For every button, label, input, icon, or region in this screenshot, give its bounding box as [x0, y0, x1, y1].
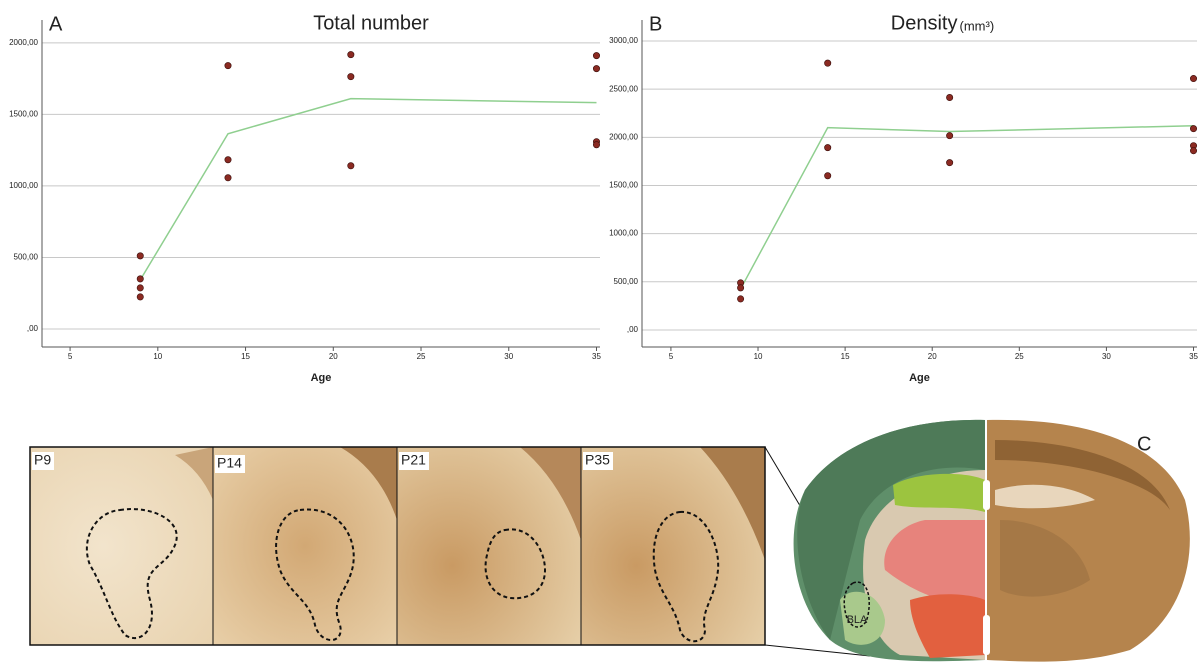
chart-title: Density [891, 12, 958, 34]
data-point [946, 94, 952, 100]
y-tick-label: 2500,00 [609, 84, 638, 93]
x-tick-label: 25 [1015, 352, 1024, 361]
data-point [593, 65, 599, 71]
y-tick-label: 3000,00 [609, 36, 638, 45]
age-label: P9 [34, 452, 51, 468]
x-tick-label: 15 [241, 352, 250, 361]
data-point [824, 173, 830, 179]
chart-title: Total number [313, 12, 429, 34]
age-label: P14 [217, 455, 242, 471]
data-point [824, 144, 830, 150]
y-tick-label: ,00 [627, 325, 639, 334]
y-tick-label: 1500,00 [9, 110, 38, 119]
y-tick-label: 2000,00 [609, 132, 638, 141]
data-point [946, 132, 952, 138]
mean-line [140, 99, 596, 280]
micrograph [213, 447, 397, 645]
data-point [348, 163, 354, 169]
panel-label: A [49, 13, 63, 35]
mean-line [741, 126, 1194, 289]
charts: ,00 500,00 1000,00 1500,00 2000,00 5 10 15 20 25 3… [9, 12, 1198, 384]
x-tick-label: 25 [417, 352, 426, 361]
y-tick-label: 1500,00 [609, 181, 638, 190]
data-point [348, 51, 354, 57]
data-point [225, 157, 231, 163]
micrographs: P9 P14 P21 P35 [30, 447, 870, 656]
x-tick-label: 20 [928, 352, 937, 361]
x-tick-label: 10 [153, 352, 162, 361]
chart-title-unit: (mm³) [960, 18, 995, 33]
data-point [137, 294, 143, 300]
x-tick-label: 5 [669, 352, 674, 361]
figure: ,00 500,00 1000,00 1500,00 2000,00 5 10 15 20 25 3… [0, 0, 1201, 668]
atlas: BLA C [794, 420, 1190, 662]
y-tick-label: 500,00 [14, 253, 39, 262]
y-tick-label: ,00 [27, 324, 39, 333]
data-point [137, 253, 143, 259]
data-point [946, 159, 952, 165]
y-tick-label: 1000,00 [9, 181, 38, 190]
x-tick-label: 30 [1102, 352, 1111, 361]
data-point [137, 285, 143, 291]
x-tick-label: 15 [841, 352, 850, 361]
panel-label: B [649, 13, 662, 35]
region-label: BLA [847, 614, 868, 626]
data-point [225, 175, 231, 181]
data-point [1190, 148, 1196, 154]
data-point [1190, 125, 1196, 131]
x-tick-label: 30 [504, 352, 513, 361]
data-point [593, 142, 599, 148]
age-label: P21 [401, 452, 426, 468]
data-point [824, 60, 830, 66]
midline-gap [983, 480, 990, 510]
data-point [137, 276, 143, 282]
y-tick-label: 2000,00 [9, 38, 38, 47]
x-tick-label: 35 [1189, 352, 1198, 361]
x-tick-label: 35 [592, 352, 601, 361]
midline-gap [983, 615, 990, 655]
data-point [348, 73, 354, 79]
data-point [225, 62, 231, 68]
hippocampus [893, 474, 985, 512]
x-tick-label: 20 [329, 352, 338, 361]
y-tick-label: 500,00 [614, 277, 639, 286]
panel-label: C [1137, 433, 1151, 455]
x-tick-label: 5 [68, 352, 73, 361]
data-point [737, 285, 743, 291]
micrograph [30, 447, 213, 645]
age-label: P35 [585, 452, 610, 468]
data-point [737, 296, 743, 302]
x-axis-label: Age [909, 372, 930, 384]
x-tick-label: 10 [754, 352, 763, 361]
data-point [1190, 75, 1196, 81]
data-point [593, 52, 599, 58]
x-axis-label: Age [311, 372, 332, 384]
y-tick-label: 1000,00 [609, 229, 638, 238]
